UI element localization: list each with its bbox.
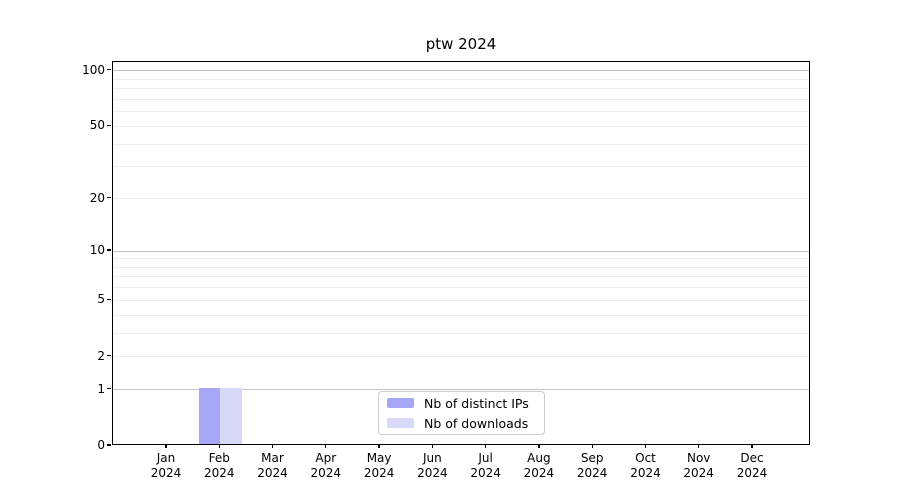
x-axis-tick — [165, 444, 167, 448]
y-axis-tick — [106, 69, 111, 71]
x-axis-tick-label: Jun 2024 — [417, 451, 448, 480]
y-axis-tick-label: 2 — [97, 348, 105, 363]
x-axis-tick — [378, 444, 380, 448]
grid-line-minor — [113, 143, 809, 145]
y-axis-tick-label: 100 — [82, 62, 105, 77]
x-axis-tick-label: Jan 2024 — [150, 451, 182, 480]
x-axis-tick — [644, 444, 647, 448]
grid-line-major — [113, 389, 809, 391]
x-axis-tick-label: Apr 2024 — [310, 451, 342, 480]
x-axis-tick-label: Sep 2024 — [576, 451, 608, 480]
legend-label: Nb of distinct IPs — [424, 395, 529, 411]
grid-line-minor — [113, 78, 809, 80]
y-axis-tick-label: 50 — [89, 118, 105, 133]
x-axis-tick-label: Nov 2024 — [683, 451, 714, 480]
legend-label: Nb of downloads — [424, 415, 529, 431]
y-axis-tick — [106, 444, 111, 446]
x-axis-tick — [538, 444, 540, 448]
x-axis-tick — [431, 444, 434, 448]
y-axis-tick-label: 1 — [97, 381, 105, 396]
legend: Nb of distinct IPs Nb of downloads — [378, 391, 545, 435]
x-axis-tick-label: Oct 2024 — [630, 451, 661, 480]
grid-line-minor — [113, 258, 809, 260]
x-axis-tick-label: Dec 2024 — [736, 451, 768, 480]
x-axis-tick-label: Jul 2024 — [470, 451, 501, 480]
grid-line-minor — [113, 125, 809, 127]
plot-area — [112, 61, 810, 445]
x-axis-tick — [218, 444, 220, 448]
y-axis-tick-label: 5 — [97, 292, 105, 307]
grid-line-major — [113, 250, 809, 252]
grid-line-minor — [113, 356, 809, 358]
grid-line-minor — [113, 266, 809, 268]
x-axis-tick-label: May 2024 — [363, 451, 395, 480]
chart-title: ptw 2024 — [425, 35, 497, 53]
y-axis-tick — [106, 298, 111, 300]
legend-swatch — [387, 418, 414, 428]
grid-line-minor — [113, 299, 809, 301]
grid-line-minor — [113, 332, 809, 334]
x-axis-tick — [484, 444, 487, 448]
bar-nb-of-downloads — [220, 387, 242, 444]
grid-line-minor — [113, 166, 809, 168]
x-axis-tick — [325, 444, 327, 448]
grid-line-minor — [113, 111, 809, 113]
x-axis-tick — [698, 444, 700, 448]
grid-line-minor — [113, 287, 809, 289]
legend-swatch — [387, 398, 414, 408]
y-axis-tick — [106, 124, 111, 126]
legend-item: Nb of downloads — [379, 416, 544, 431]
x-axis-tick-label: Feb 2024 — [204, 451, 235, 480]
x-axis-tick — [591, 444, 593, 448]
bar-nb-of-distinct-ips — [199, 387, 221, 444]
x-axis-tick-label: Aug 2024 — [523, 451, 555, 480]
x-axis-tick — [751, 444, 753, 448]
y-axis-tick-label: 20 — [89, 190, 105, 205]
x-axis-tick — [271, 444, 274, 448]
y-axis-tick — [106, 196, 111, 199]
grid-line-minor — [113, 98, 809, 100]
y-axis-tick — [106, 355, 111, 357]
grid-line-minor — [113, 198, 809, 199]
x-axis-tick-label: Mar 2024 — [257, 451, 288, 480]
grid-line-minor — [113, 276, 809, 278]
y-axis-tick — [106, 387, 111, 390]
grid-line-minor — [113, 88, 809, 90]
y-axis-tick-label: 10 — [89, 243, 105, 258]
legend-item: Nb of distinct IPs — [379, 396, 544, 411]
y-axis-tick-label: 0 — [97, 438, 105, 452]
y-axis-tick — [106, 249, 111, 251]
grid-line-minor — [113, 314, 809, 316]
grid-line-major — [113, 70, 809, 72]
